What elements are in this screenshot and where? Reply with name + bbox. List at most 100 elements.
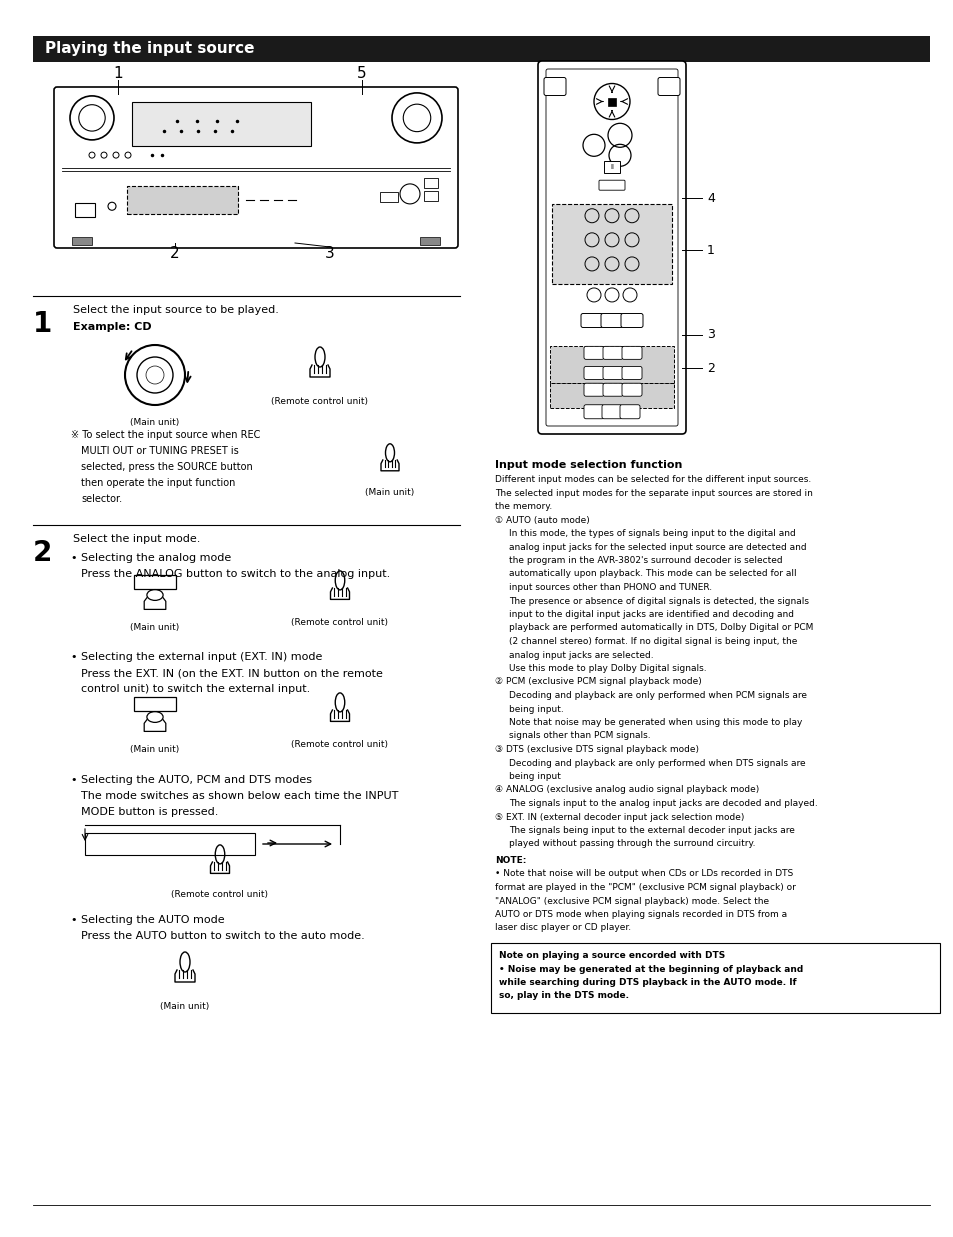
Bar	[419, 238, 439, 245]
Text: input sources other than PHONO and TUNER.: input sources other than PHONO and TUNER…	[509, 583, 711, 593]
FancyBboxPatch shape	[543, 78, 565, 95]
Text: 1: 1	[33, 310, 52, 338]
Text: 5: 5	[356, 67, 366, 82]
FancyBboxPatch shape	[583, 366, 603, 380]
Text: • Selecting the analog mode: • Selecting the analog mode	[71, 553, 231, 563]
Text: 4: 4	[706, 192, 714, 204]
Text: the memory.: the memory.	[495, 502, 552, 511]
Text: ⑤ EXT. IN (external decoder input jack selection mode): ⑤ EXT. IN (external decoder input jack s…	[495, 813, 743, 821]
Text: (Main unit): (Main unit)	[160, 1002, 210, 1011]
Bar	[491, 943, 939, 1013]
Text: "ANALOG" (exclusive PCM signal playback) mode. Select the: "ANALOG" (exclusive PCM signal playback)…	[495, 897, 768, 905]
Text: The mode switches as shown below each time the INPUT: The mode switches as shown below each ti…	[81, 790, 398, 802]
Text: • Noise may be generated at the beginning of playback and: • Noise may be generated at the beginnin…	[498, 965, 802, 974]
Text: analog input jacks are selected.: analog input jacks are selected.	[509, 651, 653, 659]
Text: Input mode selection function: Input mode selection function	[495, 460, 681, 470]
Text: The signals input to the analog input jacks are decoded and played.: The signals input to the analog input ja…	[509, 799, 817, 808]
Text: input to the digital input jacks are identified and decoding and: input to the digital input jacks are ide…	[509, 610, 793, 618]
Text: The presence or absence of digital signals is detected, the signals: The presence or absence of digital signa…	[509, 596, 808, 605]
Text: playback are performed automatically in DTS, Dolby Digital or PCM: playback are performed automatically in …	[509, 623, 813, 632]
Text: automatically upon playback. This mode can be selected for all: automatically upon playback. This mode c…	[509, 569, 796, 579]
FancyBboxPatch shape	[621, 346, 641, 360]
Text: the program in the AVR-3802's surround decoder is selected: the program in the AVR-3802's surround d…	[509, 555, 781, 565]
Text: AUTO or DTS mode when playing signals recorded in DTS from a: AUTO or DTS mode when playing signals re…	[495, 910, 786, 919]
FancyBboxPatch shape	[580, 313, 602, 328]
Text: 2: 2	[170, 245, 179, 261]
Text: 3: 3	[706, 329, 714, 341]
Text: NOTE:: NOTE:	[495, 856, 526, 865]
Text: (Remote control unit): (Remote control unit)	[292, 618, 388, 627]
Text: 1: 1	[113, 67, 123, 82]
Bar	[423, 178, 437, 188]
Bar	[552, 204, 671, 285]
Text: 2: 2	[706, 361, 714, 375]
Text: then operate the input function: then operate the input function	[81, 477, 235, 489]
Text: being input: being input	[509, 772, 560, 781]
FancyBboxPatch shape	[658, 78, 679, 95]
Text: Press the ANALOG button to switch to the analog input.: Press the ANALOG button to switch to the…	[81, 569, 390, 579]
FancyBboxPatch shape	[537, 61, 685, 434]
Bar	[423, 190, 437, 200]
Text: (Remote control unit): (Remote control unit)	[272, 397, 368, 406]
Text: Use this mode to play Dolby Digital signals.: Use this mode to play Dolby Digital sign…	[509, 664, 706, 673]
Text: 2: 2	[33, 539, 52, 567]
Text: Select the input source to be played.: Select the input source to be played.	[73, 306, 278, 315]
FancyBboxPatch shape	[621, 366, 641, 380]
Text: so, play in the DTS mode.: so, play in the DTS mode.	[498, 992, 628, 1001]
Text: II: II	[609, 165, 614, 171]
Text: (Main unit): (Main unit)	[131, 418, 179, 427]
FancyBboxPatch shape	[583, 346, 603, 360]
Bar	[85, 833, 254, 855]
Text: • Selecting the AUTO mode: • Selecting the AUTO mode	[71, 915, 224, 925]
Bar	[603, 161, 619, 173]
Text: Note on playing a source encorded with DTS: Note on playing a source encorded with D…	[498, 951, 724, 960]
Bar	[379, 192, 397, 202]
FancyBboxPatch shape	[600, 313, 622, 328]
Text: format are played in the "PCM" (exclusive PCM signal playback) or: format are played in the "PCM" (exclusiv…	[495, 883, 795, 892]
Text: (Main unit): (Main unit)	[131, 745, 179, 755]
Bar	[33, 36, 929, 62]
Text: (Remote control unit): (Remote control unit)	[292, 740, 388, 748]
FancyBboxPatch shape	[602, 366, 622, 380]
Bar	[127, 186, 238, 214]
FancyBboxPatch shape	[598, 181, 624, 190]
Bar	[133, 575, 175, 589]
Text: ④ ANALOG (exclusive analog audio signal playback mode): ④ ANALOG (exclusive analog audio signal …	[495, 785, 759, 794]
Text: Decoding and playback are only performed when DTS signals are: Decoding and playback are only performed…	[509, 758, 804, 767]
Text: laser disc player or CD player.: laser disc player or CD player.	[495, 924, 631, 933]
Text: being input.: being input.	[509, 705, 563, 714]
Text: • Selecting the AUTO, PCM and DTS modes: • Selecting the AUTO, PCM and DTS modes	[71, 776, 312, 785]
Text: ※ To select the input source when REC: ※ To select the input source when REC	[71, 430, 260, 440]
Text: • Selecting the external input (EXT. IN) mode: • Selecting the external input (EXT. IN)…	[71, 652, 322, 662]
Text: • Note that noise will be output when CDs or LDs recorded in DTS: • Note that noise will be output when CD…	[495, 870, 792, 878]
Text: Different input modes can be selected for the different input sources.: Different input modes can be selected fo…	[495, 475, 810, 484]
Bar	[550, 346, 673, 382]
Text: Decoding and playback are only performed when PCM signals are: Decoding and playback are only performed…	[509, 691, 806, 700]
FancyBboxPatch shape	[621, 383, 641, 396]
Text: Press the AUTO button to switch to the auto mode.: Press the AUTO button to switch to the a…	[81, 931, 364, 941]
Text: Press the EXT. IN (on the EXT. IN button on the remote: Press the EXT. IN (on the EXT. IN button…	[81, 668, 382, 678]
Text: Playing the input source: Playing the input source	[45, 42, 254, 57]
FancyBboxPatch shape	[601, 404, 621, 419]
Text: (2 channel stereo) format. If no digital signal is being input, the: (2 channel stereo) format. If no digital…	[509, 637, 797, 646]
Text: (Main unit): (Main unit)	[365, 489, 415, 497]
FancyBboxPatch shape	[602, 383, 622, 396]
FancyBboxPatch shape	[620, 313, 642, 328]
Bar	[75, 203, 95, 218]
Bar	[550, 382, 673, 408]
Text: MULTI OUT or TUNING PRESET is: MULTI OUT or TUNING PRESET is	[81, 447, 238, 456]
Text: while searching during DTS playback in the AUTO mode. If: while searching during DTS playback in t…	[498, 978, 796, 987]
Text: ① AUTO (auto mode): ① AUTO (auto mode)	[495, 516, 589, 524]
Text: selected, press the SOURCE button: selected, press the SOURCE button	[81, 461, 253, 473]
FancyBboxPatch shape	[583, 383, 603, 396]
Text: selector.: selector.	[81, 494, 122, 503]
Text: MODE button is pressed.: MODE button is pressed.	[81, 807, 218, 816]
Bar	[71, 238, 91, 245]
Text: The selected input modes for the separate input sources are stored in: The selected input modes for the separat…	[495, 489, 812, 497]
Text: 3: 3	[325, 245, 335, 261]
Text: ② PCM (exclusive PCM signal playback mode): ② PCM (exclusive PCM signal playback mod…	[495, 678, 701, 687]
Text: played without passing through the surround circuitry.: played without passing through the surro…	[509, 840, 755, 849]
Text: (Remote control unit): (Remote control unit)	[172, 889, 268, 899]
Bar	[132, 103, 311, 146]
Text: Example: CD: Example: CD	[73, 322, 152, 332]
